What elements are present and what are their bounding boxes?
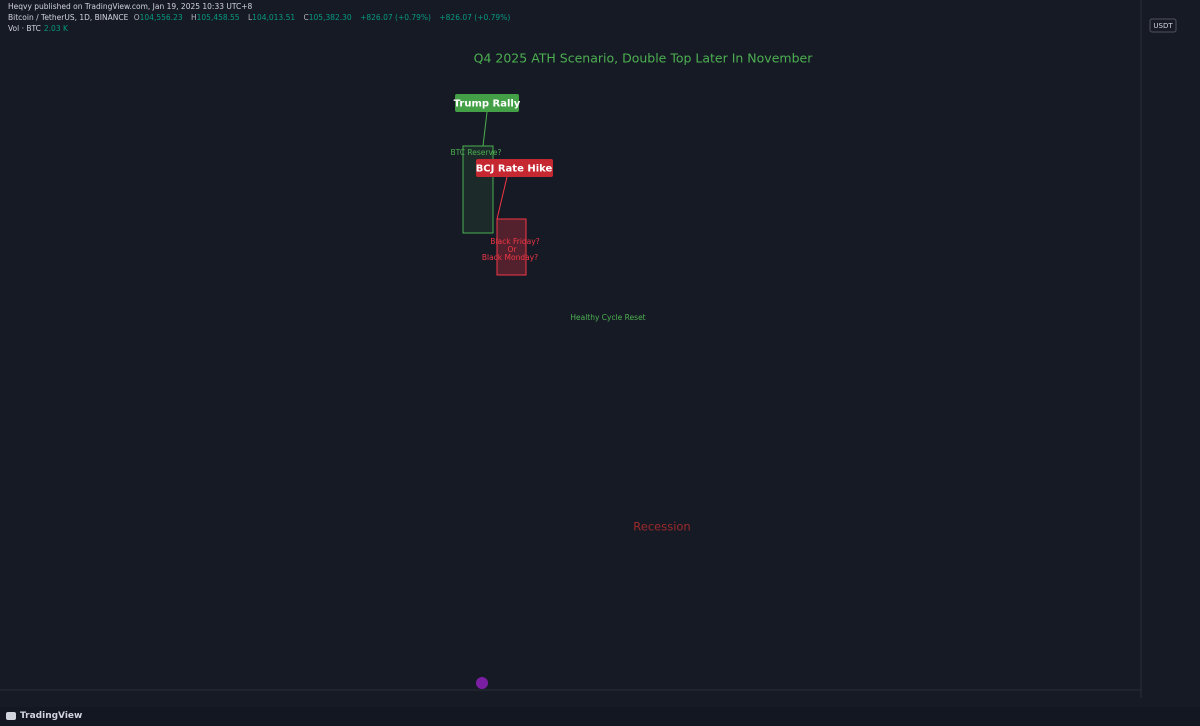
symbol-row: Bitcoin / TetherUS, 1D, BINANCE O104,556… <box>8 12 516 23</box>
volume-value: 2.03 K <box>43 24 68 33</box>
reset-note: Healthy Cycle Reset <box>570 313 645 322</box>
bcj-label-box <box>476 159 553 177</box>
footer: TradingView <box>0 707 1200 726</box>
rally-label-box <box>455 94 519 112</box>
logo <box>6 712 16 720</box>
bcj-label: BCJ Rate Hike <box>476 164 553 175</box>
rally-label: Trump Rally <box>454 99 521 110</box>
legend-value: 104,556.23 <box>139 13 183 22</box>
legend-key: C <box>303 13 309 22</box>
price-axis <box>1141 0 1200 707</box>
change: +826.07 (+0.79%) <box>360 13 431 22</box>
currency-box <box>1149 18 1177 33</box>
symbol: Bitcoin / TetherUS, 1D, BINANCE <box>8 13 129 22</box>
publisher: Heqvy published on TradingView.com, Jan … <box>8 2 253 11</box>
legend-value: 104,013.51 <box>252 13 296 22</box>
background <box>0 0 1200 707</box>
risk-connector <box>496 176 508 220</box>
rally-connector <box>482 111 488 147</box>
legend: Heqvy published on TradingView.com, Jan … <box>8 1 516 34</box>
legend-value: 105,382.30 <box>308 13 352 22</box>
currency: USDT <box>1153 22 1173 30</box>
black-note: Black Monday? <box>482 253 538 262</box>
volume-row: Vol · BTC 2.03 K <box>8 23 516 34</box>
black-note: Or <box>508 245 518 254</box>
brand[interactable]: TradingView <box>20 711 83 721</box>
reserve-note: BTC Reserve? <box>450 148 501 157</box>
recession-note: Recession <box>633 520 690 534</box>
legend-key: L <box>247 13 253 22</box>
risk-box <box>496 218 527 276</box>
change: +826.07 (+0.79%) <box>439 13 511 22</box>
event-icon[interactable] <box>476 677 488 689</box>
legend-value: 105,458.55 <box>196 13 240 22</box>
legend-key: O <box>133 13 140 22</box>
black-note: Black Friday? <box>490 237 539 246</box>
legend-key: H <box>191 13 197 22</box>
chart-title: Q4 2025 ATH Scenario, Double Top Later I… <box>474 51 814 66</box>
volume-label: Vol · BTC <box>8 24 41 33</box>
